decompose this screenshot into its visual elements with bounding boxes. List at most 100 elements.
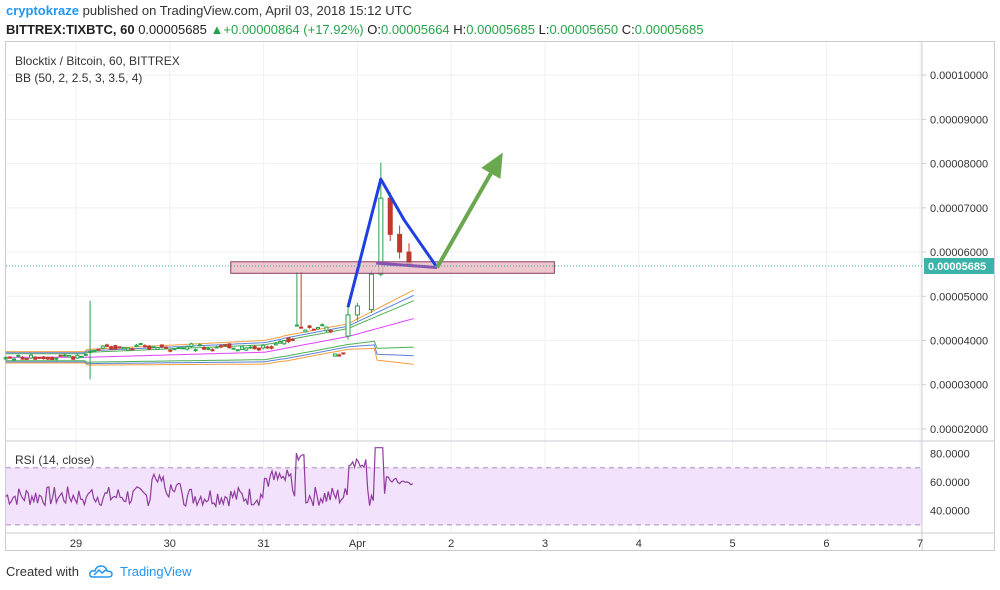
- time-tick-label: 5: [730, 538, 736, 550]
- high-label: H:: [453, 22, 467, 37]
- price-tick-label: 0.00008000: [930, 159, 988, 171]
- candle-body: [256, 347, 261, 351]
- price-tick-label: 0.00002000: [930, 424, 988, 436]
- author-link[interactable]: cryptokraze: [6, 3, 79, 18]
- candle-body: [189, 343, 194, 347]
- time-tick-label: 31: [257, 538, 269, 550]
- candle-body: [37, 356, 42, 359]
- candle-body: [117, 346, 122, 349]
- candle-body: [378, 197, 384, 275]
- candle-body: [324, 326, 329, 332]
- candle-body: [100, 345, 105, 349]
- chart-frame[interactable]: [5, 41, 995, 551]
- candle-body: [278, 341, 283, 344]
- candle-body: [50, 356, 55, 360]
- candle-body: [235, 349, 240, 352]
- candle-body: [75, 354, 80, 359]
- candle-body: [109, 346, 114, 350]
- price-tick-label: 0.00009000: [930, 114, 988, 126]
- bb-indicator-label: BB (50, 2, 2.5, 3, 3.5, 4): [15, 71, 142, 85]
- candle-body: [261, 344, 266, 349]
- candle-body: [214, 346, 219, 349]
- candle-body: [269, 346, 274, 349]
- rsi-line: [5, 447, 413, 509]
- candle-body: [121, 346, 126, 350]
- candle-body: [265, 346, 270, 349]
- support-zone: [230, 261, 555, 274]
- candle-body: [345, 314, 351, 337]
- candle-body: [397, 233, 403, 253]
- candle-body: [180, 347, 185, 350]
- candle-body: [41, 356, 46, 360]
- candle-body: [33, 356, 38, 360]
- rsi-tick-label: 40.0000: [930, 506, 970, 518]
- candle-body: [3, 357, 8, 360]
- candle-body: [58, 354, 63, 357]
- bb-upper-1: [5, 300, 414, 355]
- time-tick-label: 4: [636, 538, 642, 550]
- candle-body: [155, 346, 160, 350]
- candle-body: [168, 349, 173, 352]
- candle-body: [299, 326, 304, 329]
- candle-body: [227, 343, 232, 349]
- candle-body: [83, 353, 88, 356]
- candle-body: [71, 356, 76, 360]
- candle-body: [176, 346, 181, 349]
- tradingview-brand-link[interactable]: TradingView: [120, 564, 192, 579]
- candle-body: [24, 357, 29, 360]
- candle-body: [88, 350, 93, 353]
- candle-body: [147, 345, 152, 350]
- candle-body: [311, 328, 316, 331]
- rsi-tick-label: 60.0000: [930, 477, 970, 489]
- bb-lower-1: [5, 340, 414, 363]
- time-tick-label: 30: [164, 538, 176, 550]
- candle-body: [130, 348, 135, 351]
- candle-body: [387, 197, 393, 235]
- candle-body: [223, 344, 228, 347]
- candle-body: [104, 344, 109, 347]
- candle-body: [290, 338, 295, 341]
- candle-body: [28, 354, 33, 359]
- symbol-label: BITTREX:TIXBTC, 60: [6, 22, 135, 37]
- last-price: 0.00005685: [138, 22, 207, 37]
- candle-body: [126, 347, 131, 351]
- candle-body: [164, 346, 169, 349]
- candle-body: [20, 357, 25, 360]
- rsi-indicator-label: RSI (14, close): [15, 453, 94, 467]
- candle-body: [159, 344, 164, 348]
- candle-body: [92, 349, 97, 352]
- rsi-tick-label: 80.0000: [930, 448, 970, 460]
- candle-body: [244, 347, 249, 351]
- pane-title: Blocktix / Bitcoin, 60, BITTREX: [15, 54, 180, 68]
- time-tick-label: 29: [70, 538, 82, 550]
- candle-body: [7, 356, 12, 359]
- time-tick-label: Apr: [349, 538, 366, 550]
- bb-lower-2: [5, 344, 414, 365]
- price-tick-label: 0.00004000: [930, 336, 988, 348]
- candle-body: [341, 352, 346, 355]
- price-tick-label: 0.00005000: [930, 291, 988, 303]
- pattern-base: [376, 261, 438, 269]
- price-tick-label: 0.00003000: [930, 380, 988, 392]
- rsi-band: [6, 467, 922, 525]
- pattern-leg-blue: [346, 177, 439, 308]
- candle-body: [294, 324, 299, 327]
- low-label: L:: [538, 22, 550, 37]
- bb-upper-3: [5, 289, 414, 353]
- price-tick-label: 0.00006000: [930, 247, 988, 259]
- candle-body: [218, 345, 223, 348]
- high-value: 0.00005685: [466, 22, 535, 37]
- publish-text: published on TradingView.com, April 03, …: [82, 3, 412, 18]
- candle-body: [134, 344, 139, 347]
- candle-body: [172, 348, 177, 351]
- candle-body: [79, 355, 84, 358]
- candle-body: [332, 353, 337, 357]
- candle-body: [231, 347, 236, 350]
- candle-body: [282, 340, 287, 345]
- candle-body: [328, 329, 333, 333]
- candle-body: [240, 346, 245, 350]
- candle-body: [307, 325, 312, 328]
- last-price-tag: 0.00005685: [928, 261, 986, 273]
- tradingview-cloud-icon: [88, 564, 113, 581]
